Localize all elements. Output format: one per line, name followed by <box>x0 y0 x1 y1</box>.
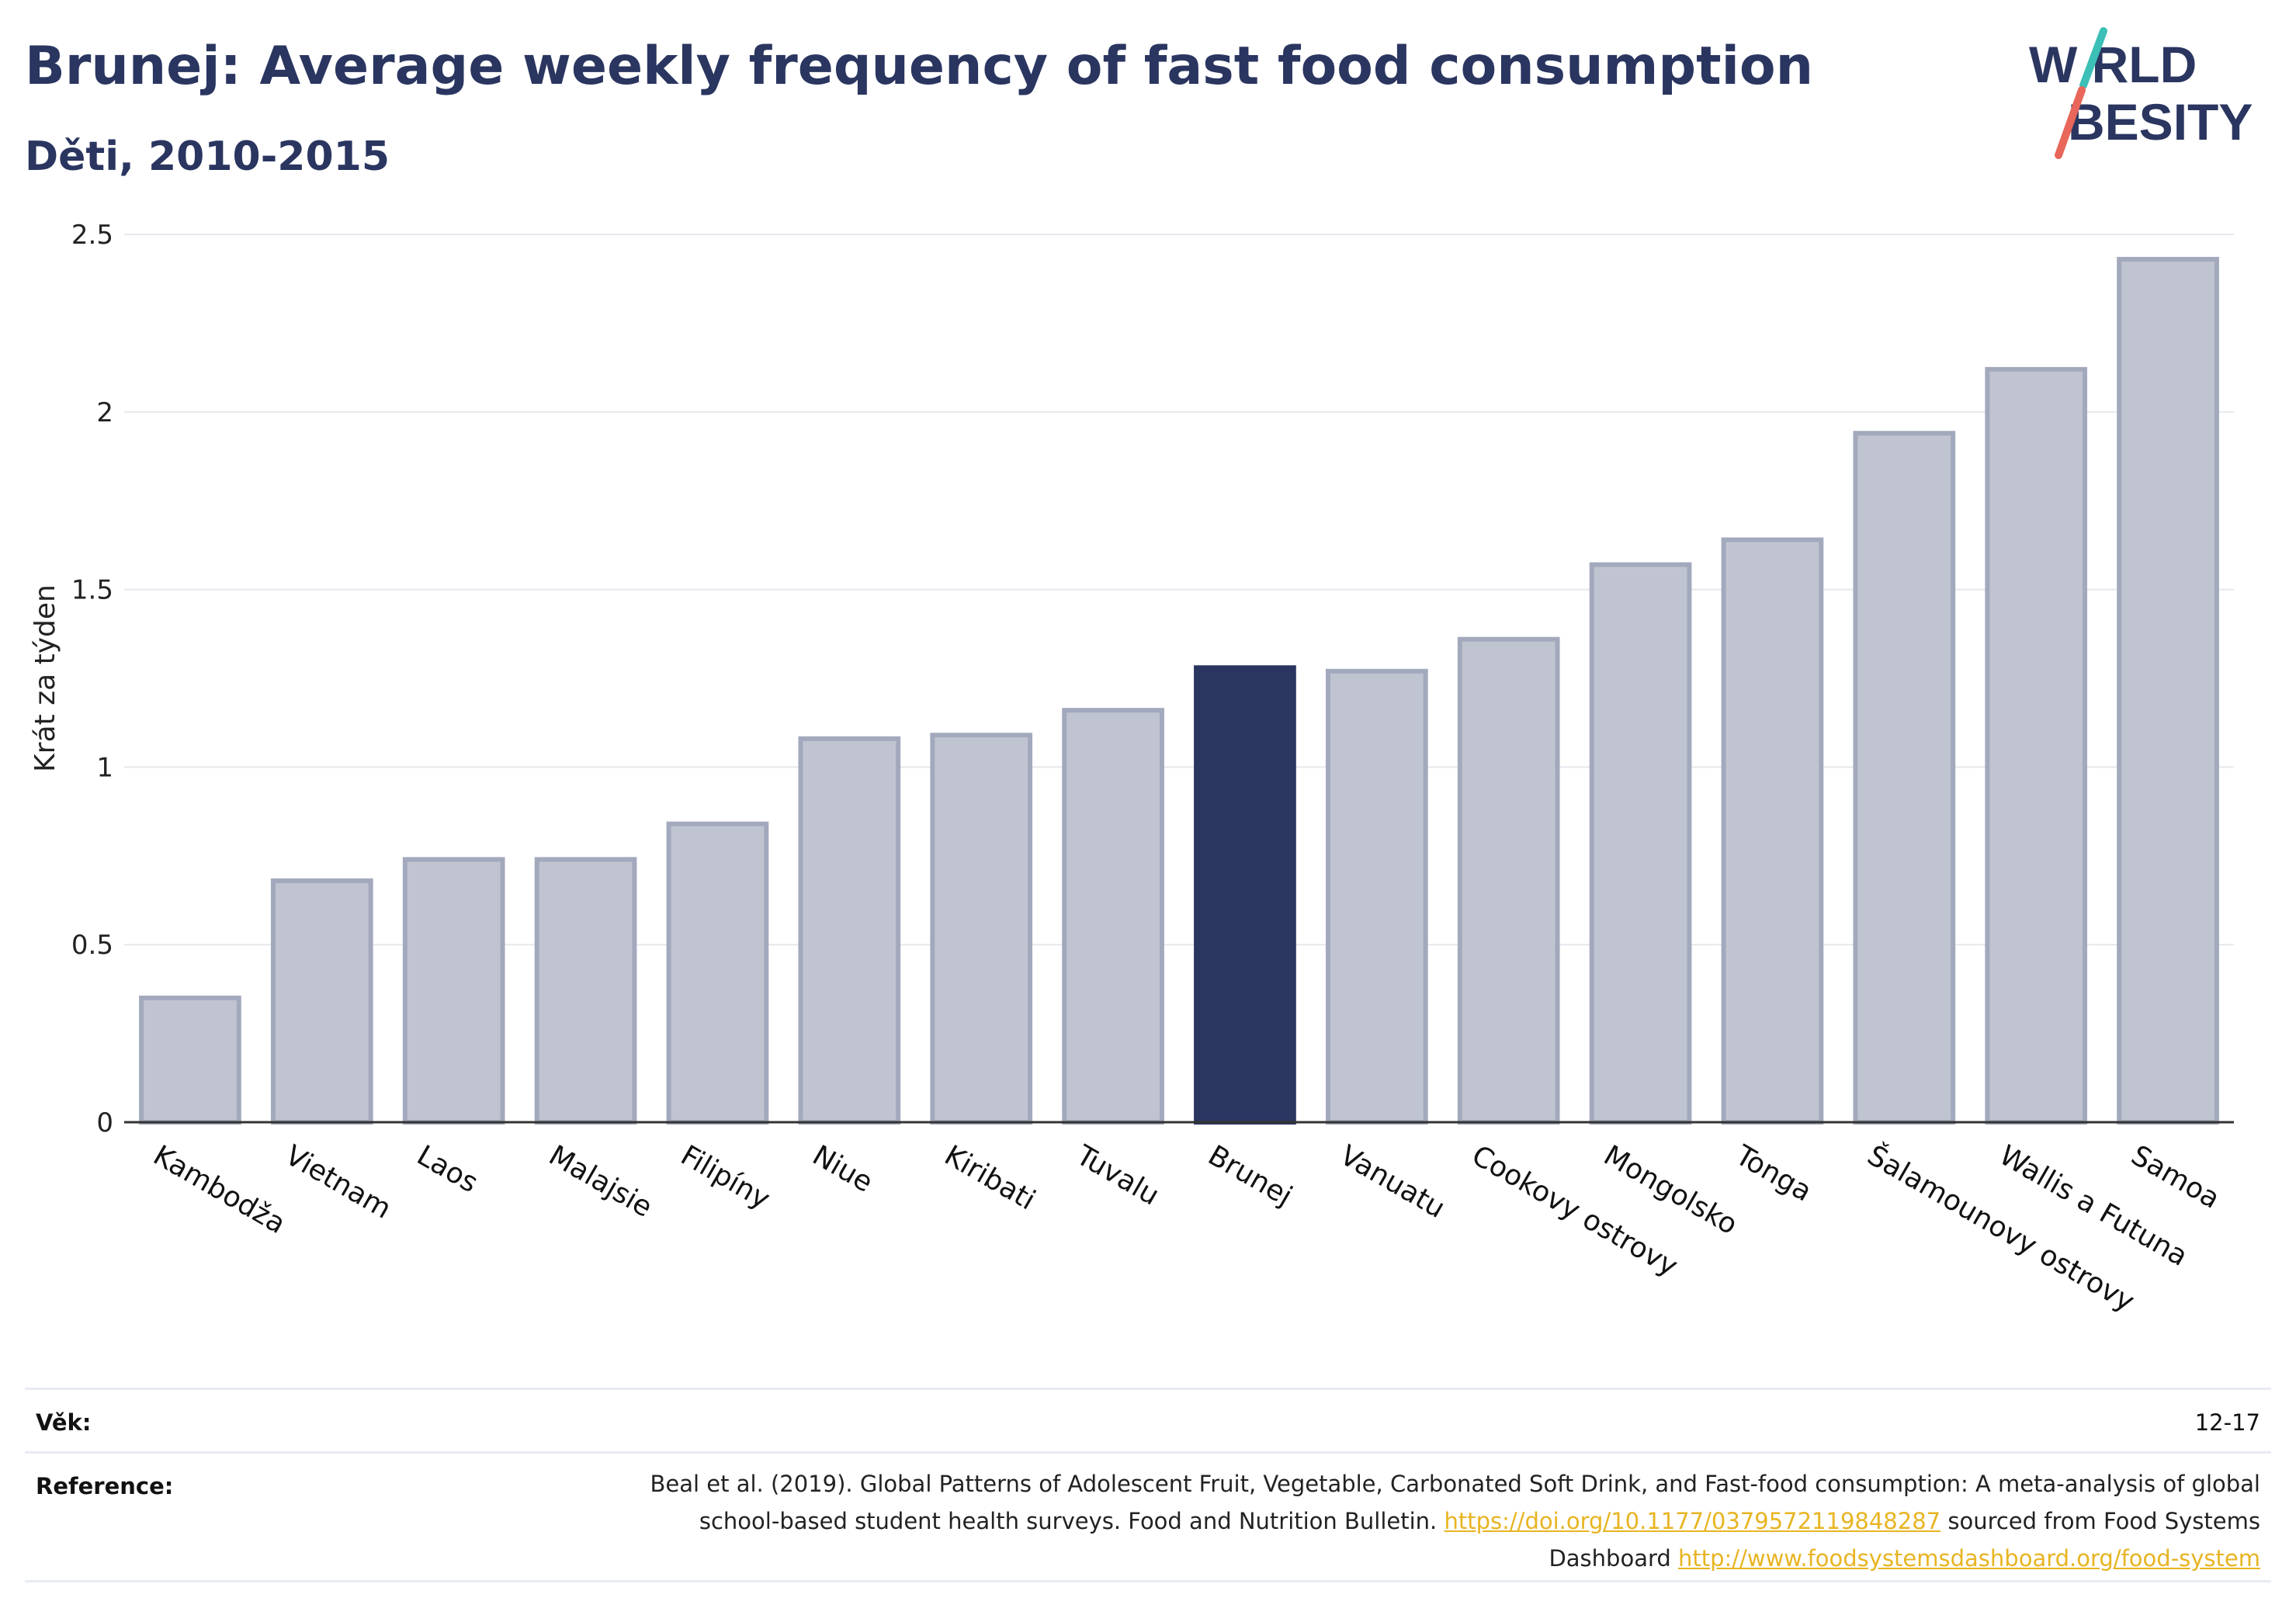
bars <box>139 257 2219 1125</box>
reference-doi-link[interactable]: https://doi.org/10.1177/0379572119848287 <box>1444 1508 1941 1534</box>
world-obesity-logo: W RLD BESITY <box>2029 27 2253 159</box>
age-label: Věk: <box>36 1409 92 1436</box>
reference-text: Beal et al. (2019). Global Patterns of A… <box>630 1465 2260 1577</box>
bar-vietnam <box>270 878 373 1125</box>
bar-šalamounovy-ostrovy <box>1853 431 1956 1125</box>
bar-tonga <box>1721 537 1824 1125</box>
y-tick-label: 1 <box>96 752 113 783</box>
bar-malajsie <box>534 857 637 1125</box>
x-tick-label: Kambodža <box>147 1139 290 1240</box>
x-tick-label: Kiribati <box>939 1139 1041 1216</box>
y-tick-label: 1.5 <box>71 575 113 606</box>
reference-dashboard-link[interactable]: http://www.foodsystemsdashboard.org/food… <box>1678 1545 2260 1572</box>
x-tick-label: Vietnam <box>279 1139 396 1225</box>
bar-mongolsko <box>1589 562 1692 1125</box>
bar-wallis-a-futuna <box>1985 366 2088 1125</box>
x-tick-label: Niue <box>807 1139 878 1198</box>
x-tick-label: Tuvalu <box>1070 1139 1164 1212</box>
bar-samoa <box>2117 257 2219 1125</box>
bar-laos <box>402 857 505 1125</box>
x-tick-label: Filipíny <box>675 1139 775 1215</box>
bar-kiribati <box>930 733 1033 1125</box>
reference-label: Reference: <box>36 1473 174 1499</box>
chart-subtitle: Děti, 2010-2015 <box>25 133 390 180</box>
x-tick-label: Malajsie <box>543 1139 657 1224</box>
x-tick-label: Vanuatu <box>1334 1139 1450 1225</box>
y-tick-label: 2.5 <box>71 220 113 251</box>
y-tick-label: 0.5 <box>71 930 113 961</box>
reference-source: sourced from Food Systems Dashboard <box>1549 1508 2260 1572</box>
x-tick-label: Laos <box>411 1139 483 1199</box>
y-tick-label: 2 <box>96 397 113 428</box>
y-axis-label: Krát za týden <box>29 584 61 772</box>
footer-divider-top <box>25 1388 2271 1390</box>
y-axis-ticks: 0 0.5 1 1.5 2 2.5 <box>71 220 113 1139</box>
logo-text-world: W RLD <box>2029 36 2197 93</box>
bar-kambodža <box>139 995 241 1125</box>
bar-filipíny <box>666 821 769 1125</box>
bar-tuvalu <box>1062 708 1164 1125</box>
reference-body: Beal et al. (2019). Global Patterns of A… <box>650 1471 2260 1534</box>
bar-brunej <box>1194 665 1296 1125</box>
bar-niue <box>798 736 901 1125</box>
footer-divider-bottom <box>25 1580 2271 1582</box>
logo-slash-teal <box>2079 27 2107 89</box>
logo-slash-coral <box>2055 86 2086 159</box>
bar-vanuatu <box>1325 668 1428 1125</box>
footer-divider-middle <box>25 1451 2271 1454</box>
x-tick-label: Brunej <box>1202 1139 1297 1212</box>
chart-title: Brunej: Average weekly frequency of fast… <box>25 36 1814 97</box>
x-tick-label: Tonga <box>1729 1139 1817 1208</box>
logo-text-obesity: BESITY <box>2068 93 2253 151</box>
age-value: 12-17 <box>2194 1409 2260 1436</box>
x-tick-label: Samoa <box>2126 1139 2225 1215</box>
y-tick-label: 0 <box>96 1107 113 1139</box>
bar-cookovy-ostrovy <box>1457 636 1560 1125</box>
